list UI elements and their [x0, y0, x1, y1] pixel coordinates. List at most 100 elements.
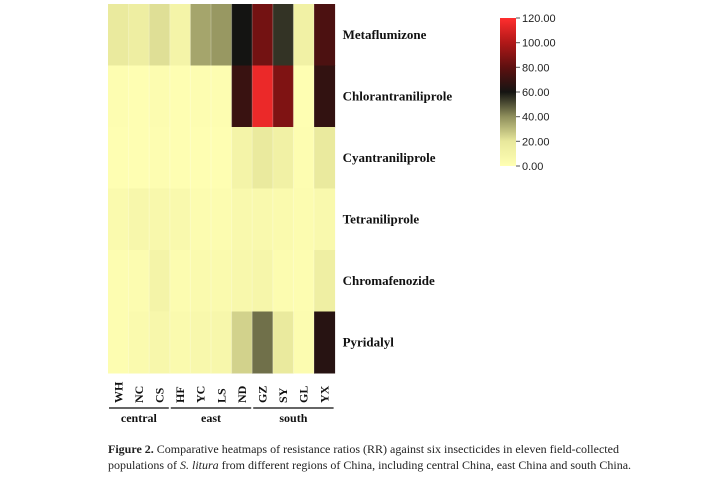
- heatmap-cells: [108, 4, 336, 374]
- colorbar-tick-label: 100.00: [522, 38, 556, 50]
- group-label: south: [279, 411, 307, 425]
- column-label: YC: [194, 386, 208, 403]
- heatmap-cell: [149, 250, 171, 312]
- heatmap-cell: [190, 127, 212, 189]
- heatmap-cell: [211, 127, 233, 189]
- heatmap-cell: [272, 311, 294, 374]
- heatmap-cell: [108, 250, 130, 312]
- heatmap-cell: [190, 250, 212, 312]
- heatmap-cell: [190, 4, 212, 66]
- heatmap-cell: [169, 188, 191, 251]
- heatmap-cell: [252, 65, 274, 128]
- heatmap-cell: [128, 4, 150, 66]
- heatmap-cell: [128, 311, 150, 374]
- heatmap-cell: [211, 65, 233, 128]
- column-label: CS: [153, 387, 167, 403]
- heatmap-chart: Metaflumizone Chlorantraniliprole Cyantran…: [108, 4, 556, 425]
- column-label: YX: [317, 385, 331, 403]
- heatmap-cell: [169, 65, 191, 128]
- column-label: NC: [132, 386, 146, 403]
- heatmap-cell: [169, 311, 191, 374]
- colorbar-tick-label: 120.00: [522, 13, 556, 25]
- heatmap-cell: [293, 4, 315, 66]
- colorbar-tick-label: 20.00: [522, 136, 550, 148]
- column-label: GZ: [256, 386, 270, 403]
- caption-text-2: from different regions of China, includi…: [218, 458, 632, 472]
- column-label: WH: [111, 381, 125, 403]
- heatmap-cell: [128, 188, 150, 251]
- row-label: Pyridalyl: [343, 334, 395, 349]
- heatmap-cell: [252, 188, 274, 251]
- heatmap-cell: [314, 188, 336, 251]
- row-label: Metaflumizone: [343, 27, 427, 42]
- heatmap-cell: [211, 311, 233, 374]
- colorbar-tick-label: 0.00: [522, 161, 543, 173]
- heatmap-cell: [169, 250, 191, 312]
- heatmap-cell: [252, 311, 274, 374]
- column-label: GL: [297, 386, 311, 403]
- heatmap-cell: [252, 127, 274, 189]
- colorbar-gradient: [500, 18, 516, 166]
- colorbar-tick-label: 40.00: [522, 112, 550, 124]
- heatmap-cell: [231, 250, 253, 312]
- heatmap-cell: [149, 188, 171, 251]
- row-label: Cyantraniliprole: [343, 150, 436, 165]
- column-label: HF: [173, 386, 187, 403]
- heatmap-cell: [149, 4, 171, 66]
- heatmap-cell: [272, 127, 294, 189]
- row-label: Chlorantraniliprole: [343, 88, 453, 103]
- heatmap-cell: [190, 188, 212, 251]
- column-label: ND: [235, 385, 249, 403]
- heatmap-cell: [231, 65, 253, 128]
- figure-label: Figure 2.: [108, 442, 154, 456]
- heatmap-cell: [293, 188, 315, 251]
- heatmap-cell: [169, 4, 191, 66]
- caption-text-1: Comparative heatmaps of resistance ratio…: [108, 442, 619, 472]
- heatmap-cell: [314, 4, 336, 66]
- figure-caption: Figure 2. Comparative heatmaps of resist…: [108, 441, 648, 473]
- group-label: central: [121, 411, 158, 425]
- heatmap-cell: [190, 65, 212, 128]
- heatmap-cell: [272, 65, 294, 128]
- heatmap-cell: [272, 250, 294, 312]
- column-labels: WH NC CS HF YC LS ND GZ SY GL YX: [111, 381, 331, 403]
- heatmap-cell: [211, 250, 233, 312]
- heatmap-cell: [293, 65, 315, 128]
- heatmap-cell: [108, 4, 130, 66]
- heatmap-cell: [252, 250, 274, 312]
- heatmap-cell: [293, 250, 315, 312]
- colorbar-tick-label: 80.00: [522, 62, 550, 74]
- heatmap-cell: [108, 127, 130, 189]
- heatmap-cell: [108, 65, 130, 128]
- group-label: east: [201, 411, 221, 425]
- heatmap-cell: [128, 250, 150, 312]
- heatmap-cell: [252, 4, 274, 66]
- heatmap-cell: [272, 4, 294, 66]
- heatmap-cell: [128, 127, 150, 189]
- caption-species: S. litura: [180, 458, 219, 472]
- heatmap-cell: [211, 4, 233, 66]
- region-groups: central east south: [109, 407, 334, 425]
- colorbar-tick-label: 60.00: [522, 87, 550, 99]
- heatmap-cell: [108, 188, 130, 251]
- row-labels: Metaflumizone Chlorantraniliprole Cyantran…: [343, 27, 453, 349]
- heatmap-cell: [293, 311, 315, 374]
- heatmap-cell: [272, 188, 294, 251]
- heatmap-cell: [231, 127, 253, 189]
- row-label: Chromafenozide: [343, 273, 435, 288]
- heatmap-cell: [128, 65, 150, 128]
- heatmap-cell: [314, 250, 336, 312]
- heatmap-cell: [149, 127, 171, 189]
- row-label: Tetraniliprole: [343, 211, 420, 226]
- heatmap-cell: [231, 4, 253, 66]
- column-label: LS: [214, 388, 228, 403]
- heatmap-cell: [231, 188, 253, 251]
- heatmap-cell: [108, 311, 130, 374]
- heatmap-cell: [211, 188, 233, 251]
- heatmap-cell: [293, 127, 315, 189]
- heatmap-cell: [231, 311, 253, 374]
- heatmap-cell: [314, 311, 336, 374]
- heatmap-cell: [149, 65, 171, 128]
- heatmap-cell: [169, 127, 191, 189]
- heatmap-cell: [314, 127, 336, 189]
